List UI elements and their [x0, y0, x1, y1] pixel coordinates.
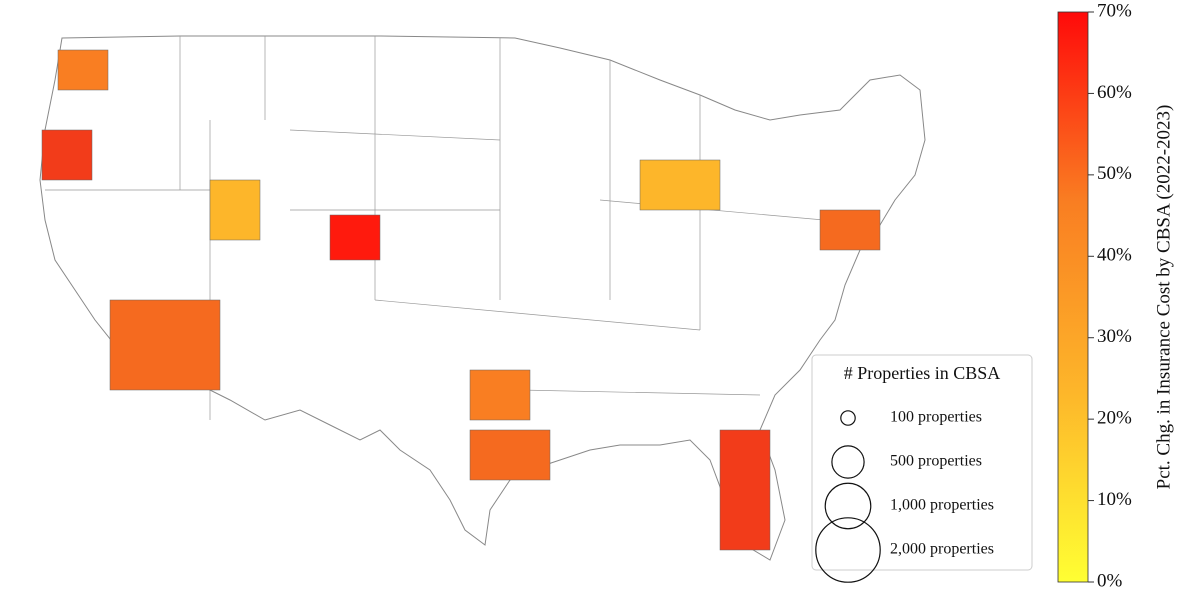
state-borders	[45, 36, 881, 420]
legend-label: 100 properties	[890, 409, 982, 426]
colorbar	[1057, 11, 1089, 583]
legend-label: 1,000 properties	[890, 497, 994, 514]
size-legend: # Properties in CBSA 100 properties 500 p…	[811, 354, 1033, 583]
colorbar-tick-label: 50%	[1097, 163, 1132, 184]
us-outline	[39, 35, 926, 561]
legend-label: 500 properties	[890, 453, 982, 470]
colorbar-tick-label: 20%	[1097, 408, 1132, 429]
legend-circle	[840, 410, 856, 426]
colorbar-tick-label: 40%	[1097, 245, 1132, 266]
legend-circle	[831, 445, 865, 479]
us-map	[39, 35, 926, 561]
colorbar-tick-label: 0%	[1097, 570, 1123, 591]
legend-circle	[824, 482, 872, 530]
legend-title: # Properties in CBSA	[844, 363, 1001, 383]
colorbar-tick-label: 60%	[1097, 82, 1132, 103]
legend-label: 2,000 properties	[890, 541, 994, 558]
cbsa-regions	[41, 49, 881, 551]
colorbar-tick-label: 30%	[1097, 326, 1132, 347]
legend-circle	[815, 517, 881, 583]
colorbar-tick-label: 10%	[1097, 489, 1132, 510]
colorbar-label: Pct. Chg. in Insurance Cost by CBSA (202…	[1153, 105, 1174, 490]
colorbar-tick-label: 70%	[1097, 0, 1132, 21]
legend-box	[811, 354, 1033, 571]
